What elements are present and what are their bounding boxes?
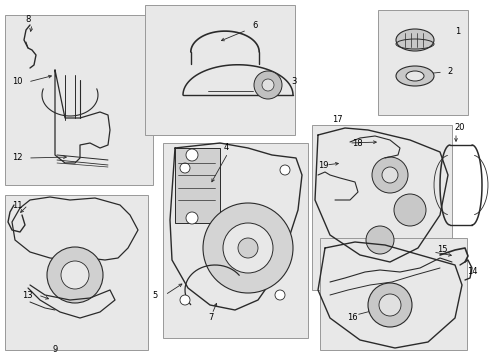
Circle shape — [366, 226, 394, 254]
Ellipse shape — [396, 66, 434, 86]
Text: 13: 13 — [22, 291, 33, 300]
Text: 17: 17 — [332, 116, 343, 125]
Text: 19: 19 — [318, 161, 328, 170]
Circle shape — [275, 290, 285, 300]
Text: 12: 12 — [12, 153, 23, 162]
Ellipse shape — [396, 29, 434, 51]
Text: 15: 15 — [437, 246, 447, 255]
Bar — [5, 15, 153, 185]
Text: 14: 14 — [467, 267, 477, 276]
Bar — [163, 143, 308, 338]
Circle shape — [47, 247, 103, 303]
Text: 5: 5 — [152, 292, 157, 301]
Text: 1: 1 — [455, 27, 460, 36]
Circle shape — [280, 165, 290, 175]
Bar — [5, 195, 148, 350]
Circle shape — [186, 149, 198, 161]
Circle shape — [203, 203, 293, 293]
Circle shape — [254, 71, 282, 99]
Text: 6: 6 — [252, 21, 257, 30]
Text: 7: 7 — [208, 314, 213, 323]
Bar — [320, 238, 467, 350]
Text: 16: 16 — [347, 314, 358, 323]
Text: 2: 2 — [447, 68, 452, 77]
Circle shape — [223, 223, 273, 273]
Circle shape — [262, 79, 274, 91]
Bar — [175, 148, 220, 223]
Circle shape — [61, 261, 89, 289]
Text: 18: 18 — [352, 139, 363, 148]
Text: 20: 20 — [454, 123, 465, 132]
Circle shape — [382, 167, 398, 183]
Circle shape — [180, 295, 190, 305]
Ellipse shape — [406, 71, 424, 81]
Text: 11: 11 — [12, 201, 23, 210]
Bar — [378, 10, 468, 115]
Text: 10: 10 — [12, 77, 23, 86]
Circle shape — [368, 283, 412, 327]
Text: 9: 9 — [52, 346, 57, 355]
Text: 4: 4 — [224, 144, 229, 153]
Text: 3: 3 — [291, 77, 296, 86]
Circle shape — [394, 194, 426, 226]
Circle shape — [180, 163, 190, 173]
Text: 8: 8 — [25, 15, 30, 24]
Circle shape — [379, 294, 401, 316]
Bar — [145, 5, 295, 135]
Circle shape — [186, 212, 198, 224]
Bar — [312, 125, 452, 290]
Circle shape — [372, 157, 408, 193]
Circle shape — [238, 238, 258, 258]
